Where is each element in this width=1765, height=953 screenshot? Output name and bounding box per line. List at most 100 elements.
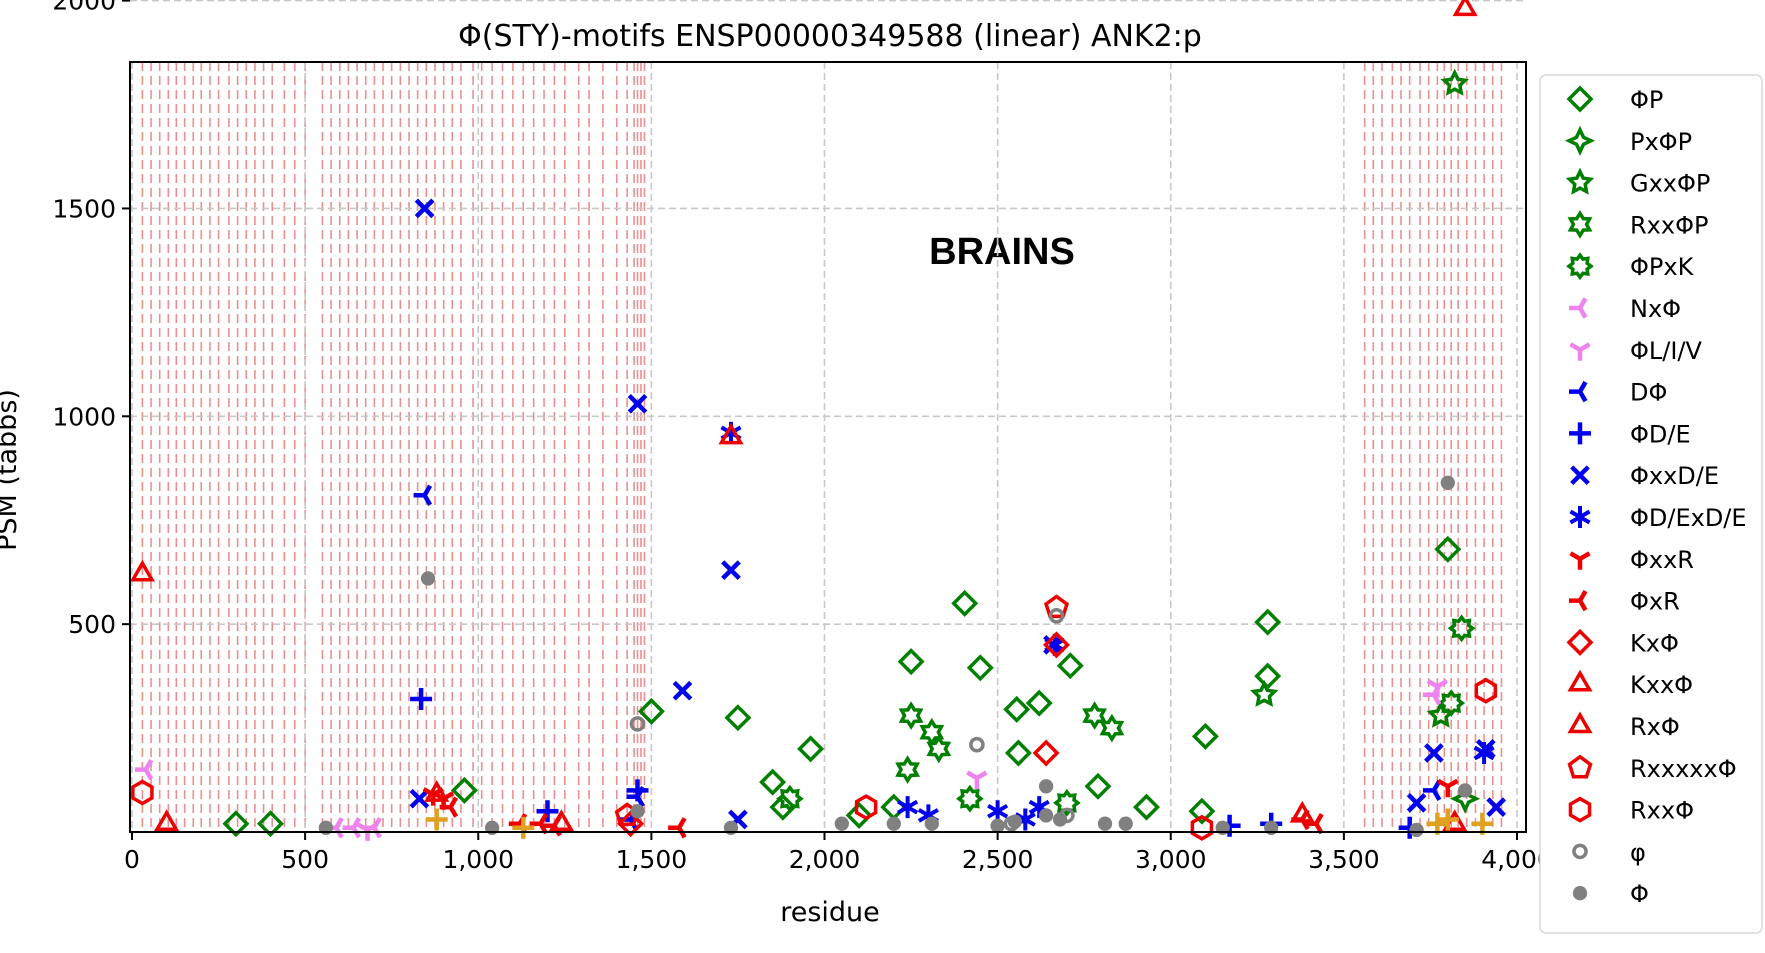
chart-title: Φ(STY)-motifs ENSP00000349588 (linear) A… (458, 19, 1202, 54)
data-point (1190, 814, 1214, 841)
legend-marker (1569, 506, 1591, 528)
data-point (776, 784, 804, 813)
data-point (1043, 631, 1070, 659)
data-point (1426, 679, 1449, 698)
data-point (966, 654, 994, 682)
grid-lines (130, 0, 1526, 832)
legend-label: RxxΦP (1630, 211, 1708, 239)
data-points (129, 0, 1507, 841)
data-point (1004, 739, 1032, 767)
x-tick-label: 0 (124, 845, 140, 874)
data-point (1118, 816, 1133, 831)
legend-marker (1569, 380, 1588, 403)
data-point (512, 816, 535, 839)
legend-label: ΦxxD/E (1630, 462, 1719, 490)
data-point (414, 198, 435, 219)
data-point (1437, 689, 1466, 717)
data-point (627, 393, 648, 414)
data-point (1043, 594, 1070, 619)
data-point (1452, 0, 1478, 17)
data-point (721, 560, 741, 580)
data-point (1473, 742, 1495, 764)
x-axis-ticks: 0 500 1,000 1,500 2,000 2,500 3,000 3,500 4,000 (124, 832, 1553, 874)
data-point (956, 784, 984, 813)
data-point (1053, 789, 1081, 817)
data-point (424, 780, 450, 802)
data-point (1254, 608, 1282, 636)
data-point (626, 779, 649, 802)
legend-marker (1567, 754, 1593, 779)
data-point (897, 796, 919, 819)
plot-frame (129, 61, 1527, 833)
legend-marker (1570, 465, 1590, 486)
x-tick-label: 1,000 (442, 845, 514, 874)
data-point (1056, 652, 1084, 680)
legend-marker (1565, 167, 1595, 195)
data-point (1003, 695, 1031, 723)
data-point (1440, 68, 1469, 96)
legend-marker (1569, 297, 1588, 319)
y-tick-label: 1000 (52, 402, 116, 431)
data-point (1449, 783, 1481, 814)
data-point (1038, 808, 1054, 823)
data-point (769, 793, 797, 821)
data-point (1447, 614, 1476, 643)
x-axis-label: residue (780, 897, 880, 928)
data-point (966, 770, 988, 789)
data-point (926, 734, 952, 764)
y-axis-label: PSM (tabbs) (0, 389, 23, 551)
legend-label: ΦD/ExD/E (1630, 504, 1747, 532)
legend: ΦP PxΦP GxxΦP RxxΦP ΦPxK NxΦ ΦL/I/V DΦ ΦD/E ΦxxD/… (1539, 74, 1763, 934)
legend-marker (1567, 711, 1593, 734)
vertical-reference-lines (141, 62, 1503, 832)
data-point (1052, 812, 1068, 827)
legend-label: DΦ (1630, 379, 1667, 407)
legend-marker (1567, 210, 1593, 239)
legend-label: RxΦ (1630, 713, 1680, 741)
data-point (1457, 783, 1473, 798)
x-tick-label: 2,500 (962, 845, 1034, 874)
legend-marker (1569, 342, 1591, 361)
legend-marker (1566, 252, 1594, 281)
data-point (1434, 535, 1462, 563)
data-point (548, 809, 574, 831)
data-point (1082, 701, 1107, 730)
legend-label: KxxΦ (1630, 671, 1693, 699)
data-point (439, 796, 459, 818)
data-point (987, 800, 1009, 823)
data-point (898, 701, 924, 730)
data-point (1007, 814, 1023, 829)
data-point (425, 808, 448, 831)
data-point (222, 810, 250, 838)
x-tick-label: 500 (281, 845, 329, 874)
legend-label: Φ (1630, 880, 1649, 908)
data-point (797, 735, 825, 763)
legend-label: GxxΦP (1630, 170, 1710, 198)
data-point (154, 809, 180, 831)
data-point (129, 559, 155, 582)
legend-label: ΦxxR (1630, 546, 1694, 574)
legend-label: φ (1630, 838, 1646, 866)
legend-marker (1572, 886, 1588, 901)
legend-marker (1569, 589, 1588, 612)
data-point (409, 788, 430, 809)
y-tick-label: 1500 (52, 194, 116, 223)
legend-label: RxxxxxΦ (1630, 755, 1737, 783)
chart-annotation: BRAINS (929, 231, 1075, 273)
x-tick-label: 3,500 (1308, 845, 1380, 874)
legend-label: NxΦ (1630, 295, 1681, 323)
legend-label: KxΦ (1630, 629, 1679, 657)
data-point (845, 801, 873, 829)
legend-marker (1566, 85, 1594, 113)
data-point (536, 800, 559, 823)
legend-label: ΦD/E (1630, 420, 1691, 448)
data-point (1025, 689, 1053, 717)
legend-marker (1572, 843, 1588, 860)
legend-marker (1567, 669, 1593, 692)
x-tick-label: 2,000 (789, 845, 861, 874)
data-point (886, 816, 901, 831)
data-point (1188, 797, 1216, 825)
data-point (1249, 679, 1279, 707)
data-point (1289, 800, 1315, 823)
